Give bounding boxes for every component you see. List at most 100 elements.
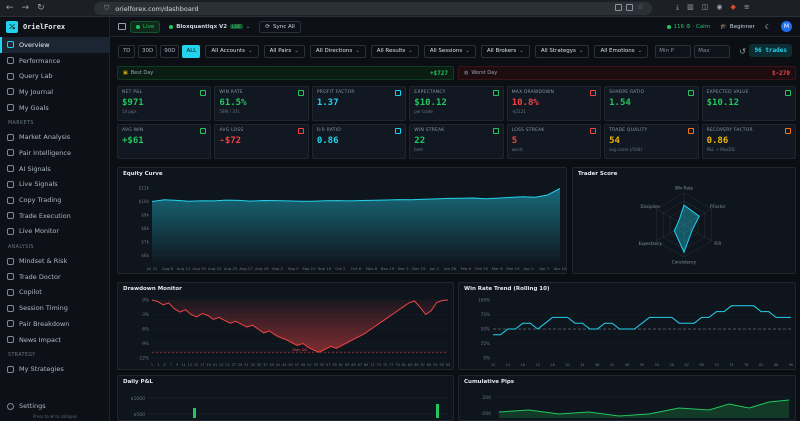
range-90d[interactable]: 90D	[160, 44, 180, 58]
sidebar-item-my-journal[interactable]: My Journal	[0, 84, 109, 100]
daily-pnl-title: Daily P&L	[123, 379, 153, 385]
pips-line	[498, 399, 790, 417]
sidebar-item-news-impact[interactable]: News Impact	[0, 332, 109, 348]
sidebar-toggle-icon[interactable]	[118, 23, 126, 30]
sidebar-item-label: Session Timing	[19, 304, 68, 313]
drawdown-chart[interactable]: 0%-3%-6%-9%-12%Max DD1 3 5 7 9 11 13 15 17 19 21 23…	[118, 295, 453, 370]
sidebar-item-my-strategies[interactable]: My Strategies	[0, 361, 109, 377]
sidebar-item-session-timing[interactable]: Session Timing	[0, 300, 109, 316]
account-selector[interactable]: Bloxquantiqx V2 LIVE ⌄	[164, 22, 255, 32]
sidebar-item-trade-doctor[interactable]: Trade Doctor	[0, 269, 109, 285]
y-tick-label: $9k	[141, 212, 149, 217]
forward-icon[interactable]: →	[21, 3, 30, 13]
sidebar-item-label: Pair Breakdown	[19, 319, 70, 328]
sidebar-item-live-signals[interactable]: Live Signals	[0, 177, 109, 193]
reader-icon[interactable]	[626, 4, 633, 11]
sidebar-item-pair-intelligence[interactable]: Pair Intelligence	[0, 145, 109, 161]
kpi-label: R:R RATIO	[316, 128, 341, 133]
profile-icon[interactable]: ◉	[716, 3, 723, 11]
all-strategys-dropdown[interactable]: All Strategys ⌄	[534, 44, 590, 58]
kpi-subtext: avg score (/100)	[609, 147, 642, 152]
kpi-label: TRADE QUALITY	[609, 128, 648, 133]
extension-icon[interactable]: ◫	[701, 3, 709, 11]
dropdown-label: All Directions	[315, 48, 353, 54]
back-icon[interactable]: ←	[6, 3, 14, 13]
kpi-label: RECOVERY FACTOR	[706, 128, 753, 133]
all-directions-dropdown[interactable]: All Directions ⌄	[309, 44, 366, 58]
status-indicator[interactable]: 116 ⚙ · Calm	[666, 23, 711, 30]
sidebar-item-market-analysis[interactable]: Market Analysis	[0, 129, 109, 145]
moon-icon[interactable]: ☾	[764, 22, 771, 31]
brand[interactable]: ⤯ OrielForex	[0, 17, 109, 37]
sidebar-item-overview[interactable]: Overview	[0, 37, 109, 53]
avatar[interactable]: M	[781, 21, 792, 32]
min-pnl-input[interactable]: Min P	[655, 44, 692, 58]
sidebar-item-ai-signals[interactable]: AI Signals	[0, 161, 109, 177]
sync-icon: ⟳	[265, 23, 271, 30]
sidebar-item-mindset-risk[interactable]: Mindset & Risk	[0, 253, 109, 269]
reset-filters-icon[interactable]: ↺	[739, 46, 746, 56]
sidebar-item-live-monitor[interactable]: Live Monitor	[0, 224, 109, 240]
sidebar-item-trade-execution[interactable]: Trade Execution	[0, 208, 109, 224]
y-tick-label: $7k	[141, 239, 149, 244]
target-icon	[7, 104, 14, 112]
execute-icon	[7, 212, 14, 220]
equity-curve-title: Equity Curve	[123, 171, 163, 177]
level-badge[interactable]: 🎓 Beginner	[720, 24, 755, 30]
browser-menu-icon[interactable]: ≡	[743, 3, 750, 11]
x-tick-label: 1	[151, 363, 153, 367]
library-icon[interactable]: ▥	[687, 3, 694, 11]
addon-icon[interactable]: ◆	[730, 3, 736, 11]
live-label: Live	[143, 23, 155, 30]
range-7d[interactable]: 7D	[118, 44, 135, 58]
all-accounts-dropdown[interactable]: All Accounts ⌄	[205, 44, 259, 58]
kpi-value: $10.12	[414, 98, 447, 108]
kpi-icon	[395, 128, 402, 134]
kpi-label: EXPECTANCY	[414, 90, 446, 95]
reload-icon[interactable]: ↻	[37, 3, 45, 13]
sidebar-item-label: Live Signals	[19, 180, 58, 189]
x-tick-label: 18	[521, 363, 525, 367]
qr-icon[interactable]	[615, 4, 622, 11]
chart-icon	[7, 57, 14, 65]
daily-y-tick: $500	[134, 412, 146, 418]
radar-spoke	[656, 208, 685, 226]
sidebar-item-performance[interactable]: Performance	[0, 53, 109, 69]
live-badge[interactable]: Live	[130, 20, 161, 33]
x-tick-label: Mar 19	[506, 266, 520, 271]
x-tick-label: 19	[207, 363, 211, 367]
x-tick-label: 93	[440, 363, 444, 367]
sidebar-item-pair-breakdown[interactable]: Pair Breakdown	[0, 316, 109, 332]
cumulative-pips-chart[interactable]: 200 -200	[459, 388, 795, 418]
all-emotions-dropdown[interactable]: All Emotions ⌄	[594, 44, 649, 58]
status-text: 116 ⚙ · Calm	[673, 23, 711, 30]
bookmark-icon[interactable]: ☆	[637, 3, 644, 11]
max-pnl-input[interactable]: Max	[694, 44, 731, 58]
sidebar-item-settings[interactable]: Settings	[0, 398, 110, 414]
daily-pnl-chart[interactable]: $1000 $500	[118, 388, 453, 418]
trader-score-title: Trader Score	[578, 171, 618, 177]
chevron-down-icon: ⌄	[408, 48, 413, 54]
x-tick-label: Jul 31	[146, 266, 158, 271]
cumulative-pips-title: Cumulative Pips	[464, 379, 515, 385]
grid-icon	[7, 41, 14, 49]
all-results-dropdown[interactable]: All Results ⌄	[370, 44, 419, 58]
all-pairs-dropdown[interactable]: All Pairs ⌄	[263, 44, 305, 58]
address-bar[interactable]: ⛉ orielforex.com/dashboard ☆	[94, 2, 652, 15]
all-brokers-dropdown[interactable]: All Brokers ⌄	[480, 44, 530, 58]
range-all[interactable]: ALL	[182, 44, 201, 58]
range-30d[interactable]: 30D	[138, 44, 158, 58]
worst-day-label: Worst Day	[471, 70, 498, 76]
x-tick-label: 34	[580, 363, 584, 367]
all-sessions-dropdown[interactable]: All Sessions ⌄	[423, 44, 476, 58]
win-rate-trend-chart[interactable]: 100% 75% 50% 25% 0%10 14 18 22 26 30 34 38 42 46 50 54 5…	[459, 295, 795, 370]
sidebar-item-query-lab[interactable]: Query Lab	[0, 68, 109, 84]
sync-all-button[interactable]: ⟳ Sync All	[259, 20, 301, 33]
sidebar-item-my-goals[interactable]: My Goals	[0, 100, 109, 116]
sidebar-item-copilot[interactable]: Copilot	[0, 285, 109, 301]
sidebar-item-copy-trading[interactable]: Copy Trading	[0, 192, 109, 208]
radar-spoke	[683, 224, 712, 242]
kpi-icon	[687, 128, 694, 134]
download-icon[interactable]: ⤓	[676, 3, 680, 11]
